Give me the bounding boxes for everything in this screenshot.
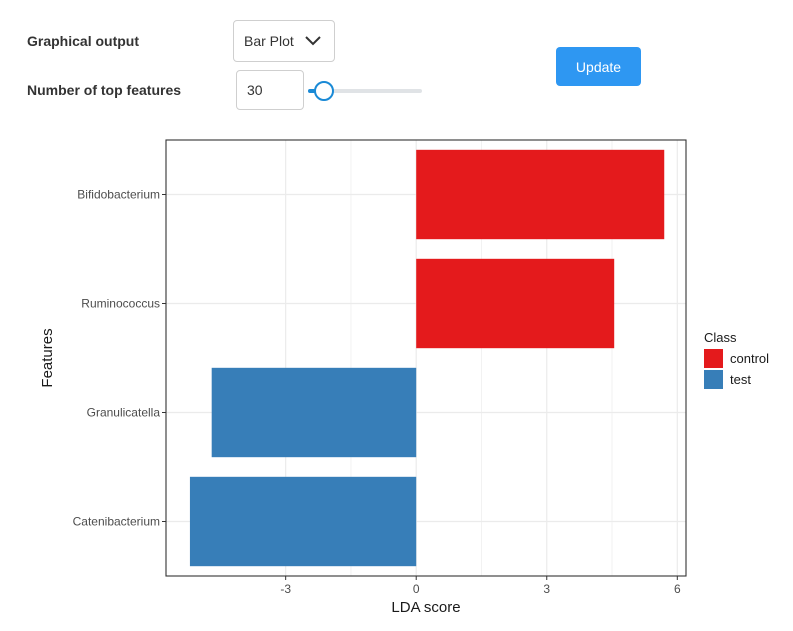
y-tick-label: Bifidobacterium [77,188,160,202]
x-tick-label: -3 [280,582,291,596]
chevron-down-icon [305,36,321,46]
x-tick-label: 3 [543,582,550,596]
graphical-output-value: Bar Plot [244,33,294,49]
y-tick-label: Catenibacterium [73,515,160,529]
bar-ruminococcus [416,258,615,349]
bars [189,149,665,567]
legend: Class control test [704,330,769,389]
update-button[interactable]: Update [556,47,641,86]
legend-swatch-control [704,349,723,368]
x-tick-label: 0 [413,582,420,596]
bar-catenibacterium [189,476,417,567]
y-tick-label: Granulicatella [87,406,161,420]
graphical-output-select[interactable]: Bar Plot [233,20,335,62]
slider-thumb[interactable] [313,81,334,101]
axes: -3 0 3 6 Bifidobacterium Ruminococcus Granulic… [73,188,681,597]
bar-bifidobacterium [416,149,665,240]
y-tick-label: Ruminococcus [81,297,160,311]
slider-track [308,89,422,93]
plot-panel-border [165,139,687,577]
x-axis-title: LDA score [391,599,460,616]
bar-granulicatella [211,367,417,458]
legend-swatch-test [704,370,723,389]
legend-label-control: control [730,351,769,366]
legend-label-test: test [730,372,751,387]
top-features-label: Number of top features [27,82,182,98]
graphical-output-label: Graphical output [27,33,139,49]
legend-title: Class [704,330,737,345]
x-tick-label: 6 [674,582,681,596]
top-features-input[interactable] [236,70,304,110]
y-axis-title: Features [39,328,56,387]
top-features-slider[interactable] [308,80,422,102]
